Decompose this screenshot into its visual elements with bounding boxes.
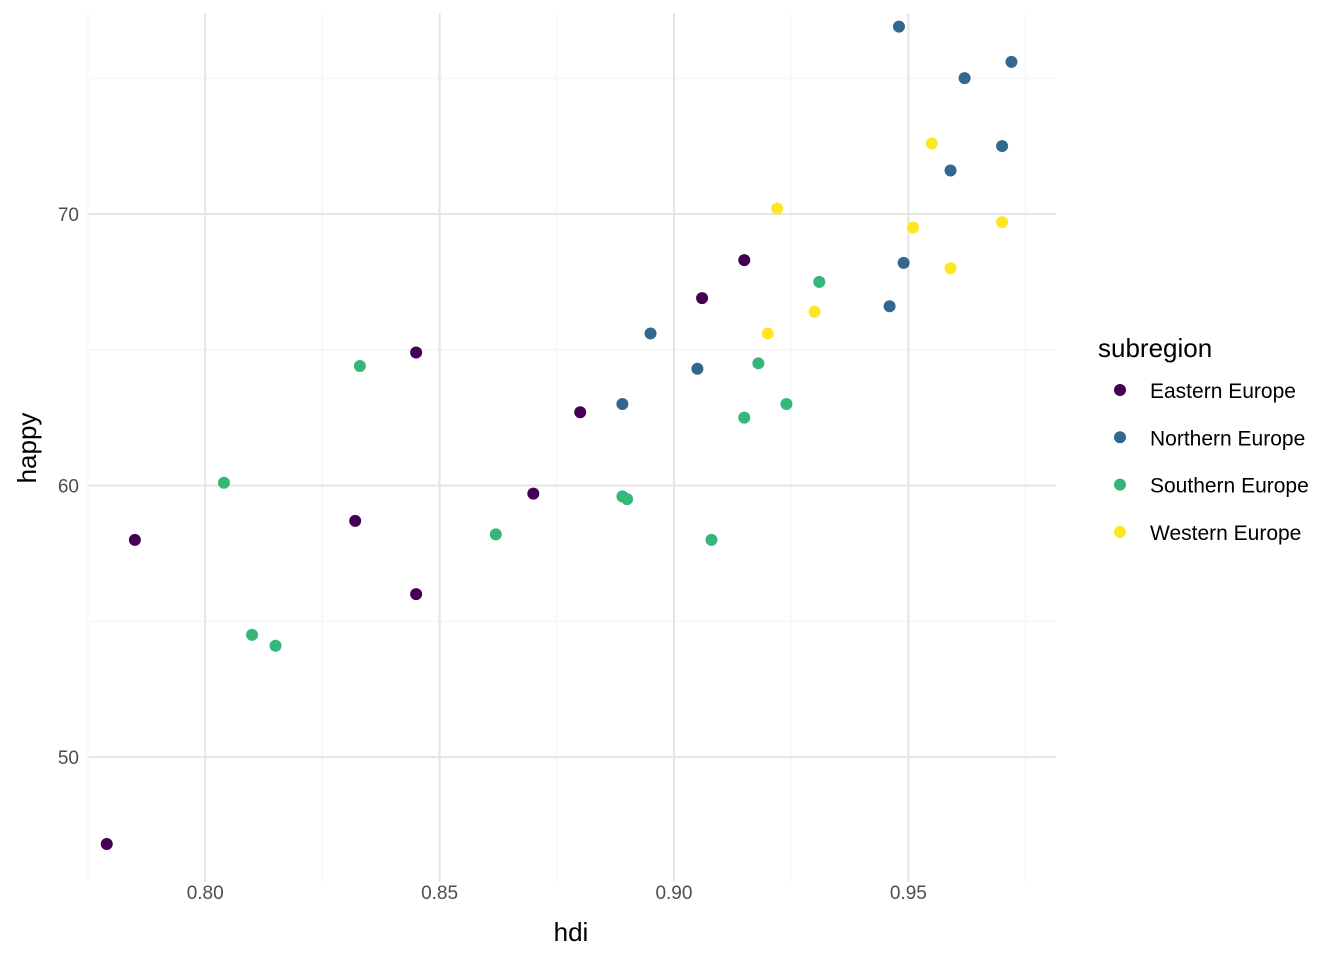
y-axis-ticks: 50 60 70 [58, 205, 79, 769]
data-point [410, 346, 423, 359]
data-point [527, 487, 540, 500]
x-tick-label: 0.80 [187, 883, 224, 904]
legend-key [1114, 431, 1126, 444]
legend-key [1114, 525, 1126, 538]
data-point [410, 588, 423, 601]
data-point [883, 300, 896, 313]
data-point [353, 360, 366, 373]
data-point [738, 254, 751, 267]
x-axis-title: hdi [554, 917, 589, 947]
legend-title: subregion [1098, 333, 1212, 363]
legend-key [1114, 384, 1126, 396]
data-point [944, 262, 957, 275]
data-point [925, 137, 938, 150]
data-point [574, 406, 587, 419]
data-point [100, 837, 113, 850]
data-point [996, 216, 1009, 229]
y-tick-label: 50 [58, 748, 79, 769]
legend: subregion Eastern Europe Northern Europe S… [1098, 333, 1309, 545]
data-point [752, 357, 765, 370]
data-point [813, 275, 826, 288]
data-point [808, 305, 821, 318]
data-point [489, 528, 502, 541]
data-point [644, 327, 657, 340]
y-tick-label: 70 [58, 205, 79, 226]
x-tick-label: 0.90 [655, 883, 692, 904]
legend-label: Western Europe [1150, 522, 1301, 545]
data-point [907, 221, 920, 234]
data-point [621, 493, 634, 506]
legend-label: Southern Europe [1150, 475, 1309, 498]
y-tick-label: 60 [58, 477, 79, 498]
data-points [100, 20, 1018, 850]
data-point [696, 292, 709, 305]
data-point [738, 411, 751, 424]
legend-label: Northern Europe [1150, 427, 1305, 450]
data-point [892, 20, 905, 33]
data-point [705, 533, 718, 546]
data-point [616, 398, 629, 411]
data-point [897, 256, 910, 269]
y-axis-title: happy [12, 413, 42, 484]
x-tick-label: 0.95 [890, 883, 927, 904]
data-point [691, 362, 704, 375]
x-axis-ticks: 0.80 0.85 0.90 0.95 [187, 883, 927, 904]
x-tick-label: 0.85 [421, 883, 458, 904]
data-point [996, 140, 1009, 153]
data-point [761, 327, 774, 340]
data-point [771, 202, 784, 215]
legend-items: Eastern Europe Northern Europe Southern Eu… [1114, 380, 1309, 545]
data-point [780, 398, 793, 411]
data-point [1005, 55, 1018, 68]
legend-key [1114, 478, 1126, 491]
data-point [958, 72, 971, 85]
data-point [944, 164, 957, 177]
data-point [246, 628, 259, 641]
data-point [269, 639, 282, 652]
legend-label: Eastern Europe [1150, 380, 1296, 403]
grid [87, 13, 1056, 882]
data-point [128, 533, 141, 546]
data-point [349, 514, 362, 527]
data-point [217, 476, 230, 489]
